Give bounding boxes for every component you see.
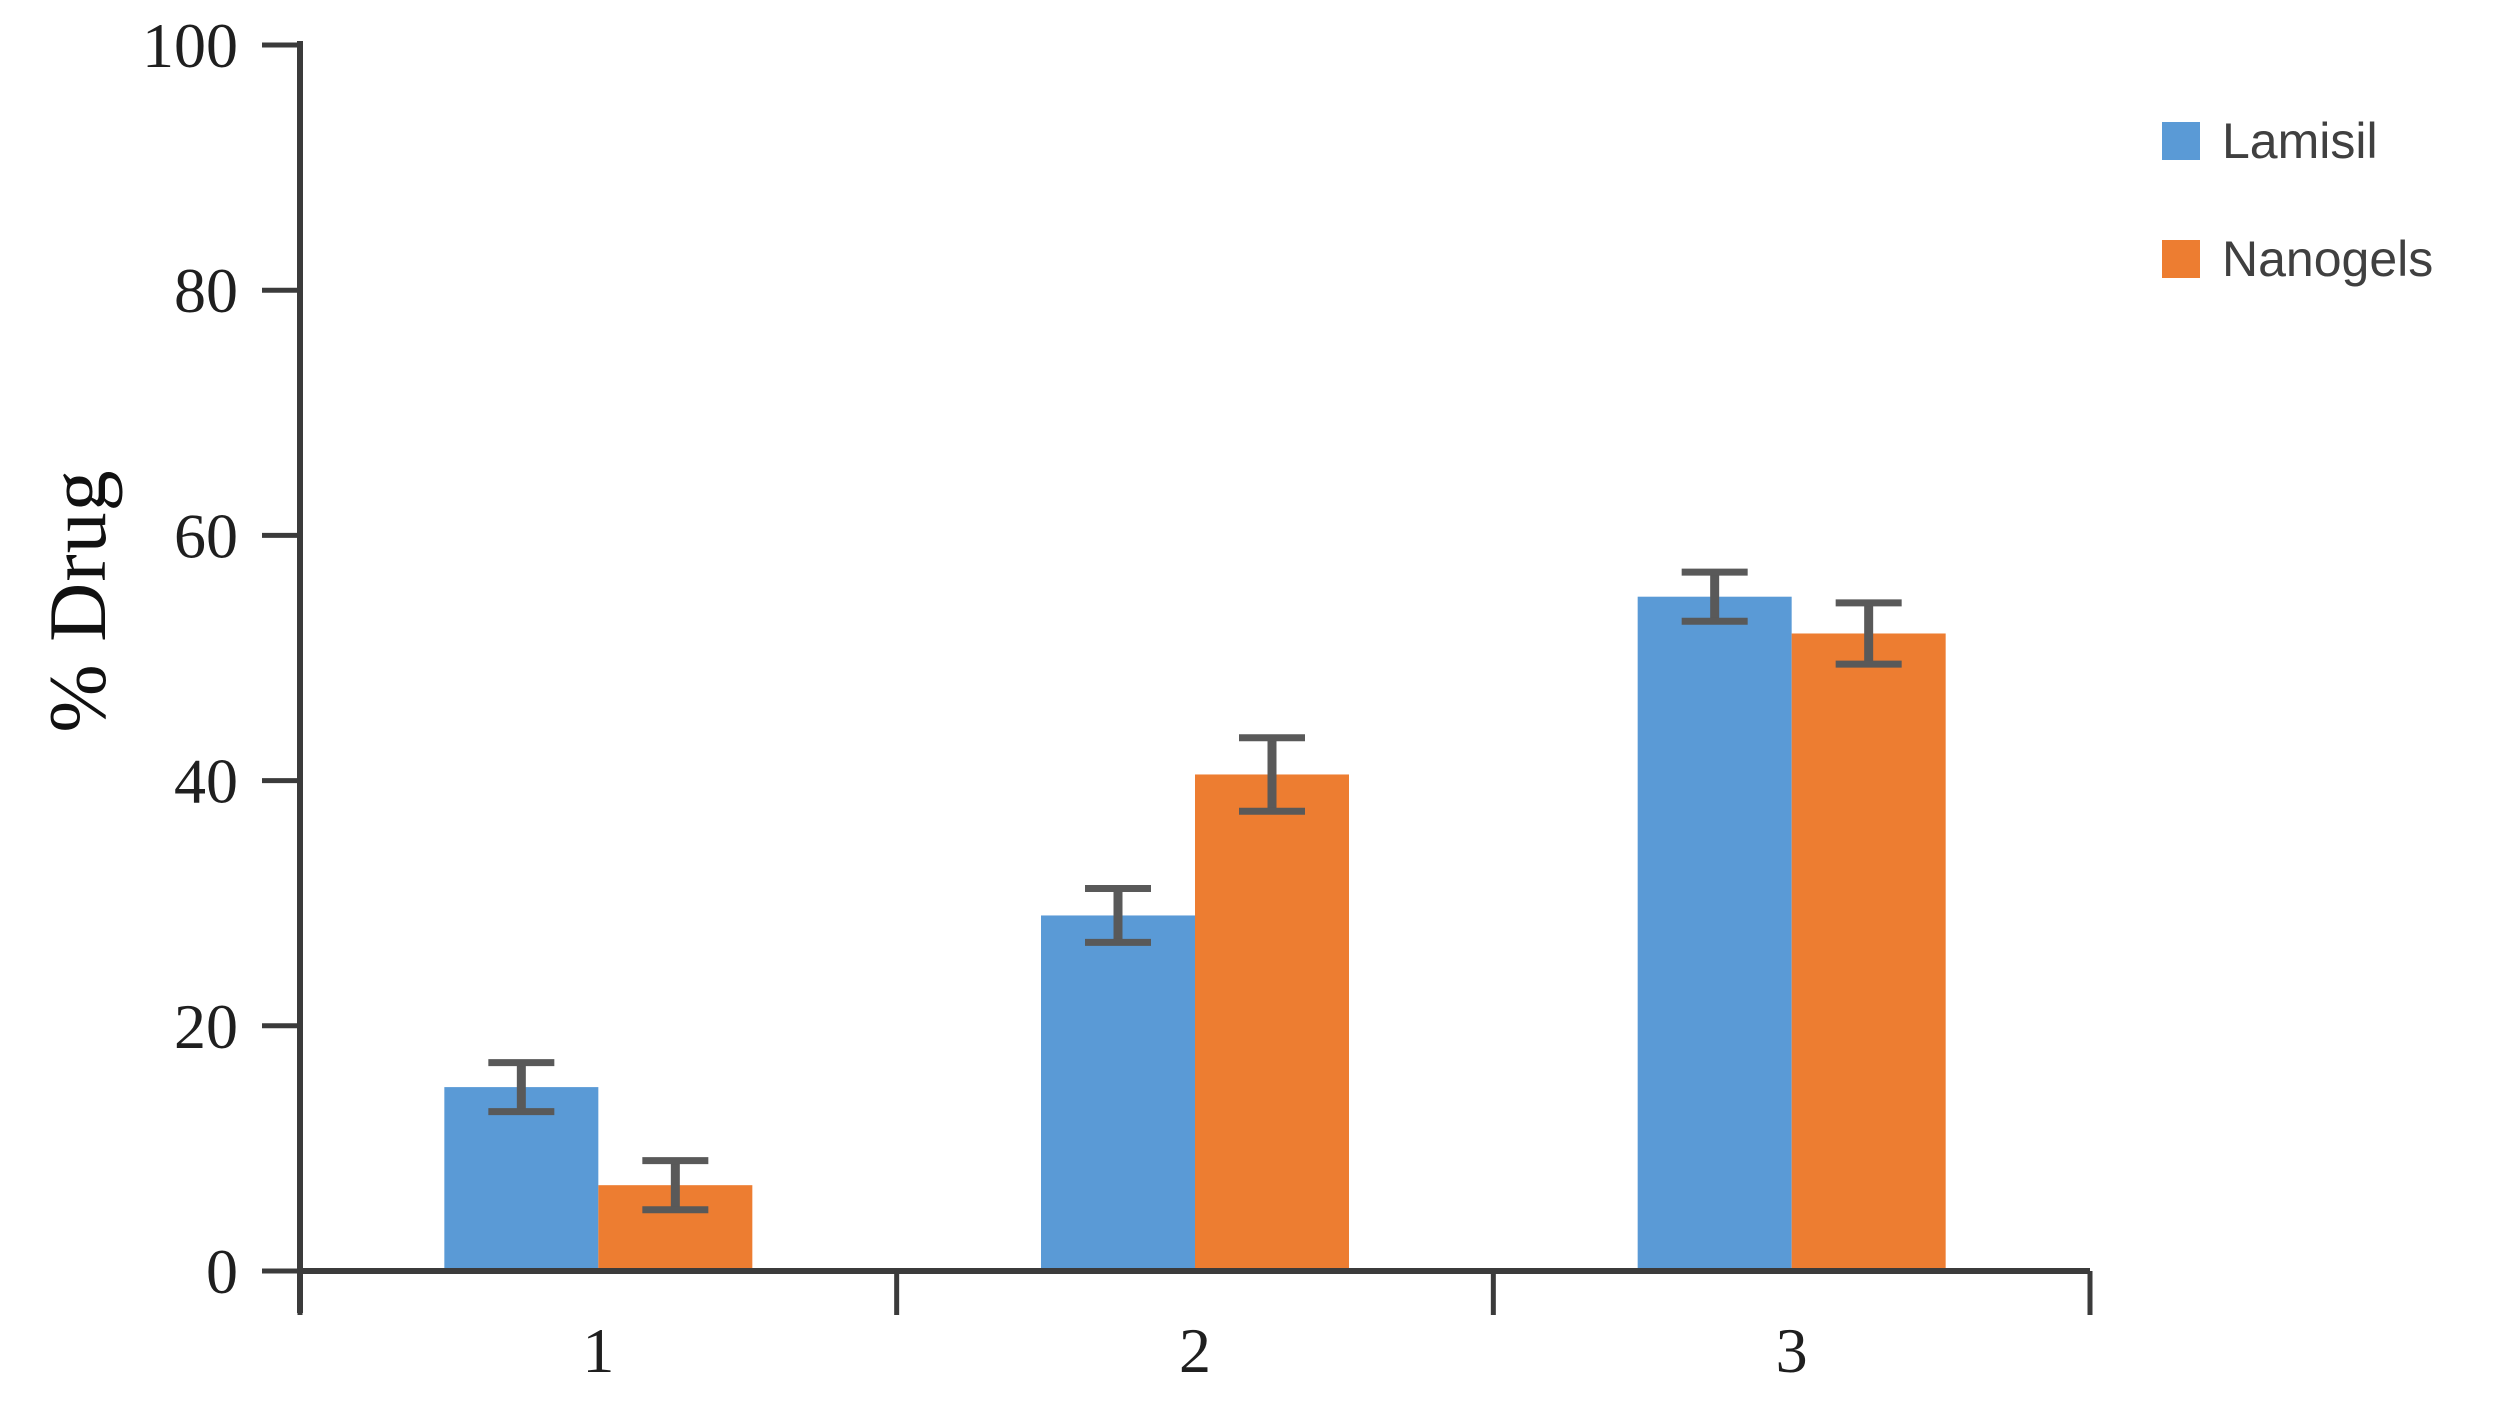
legend: Lamisil Nanogels (2162, 112, 2433, 288)
legend-item-nanogels: Nanogels (2162, 230, 2433, 288)
bar-nanogels-3 (1791, 633, 1946, 1271)
bar-lamisil-3 (1637, 596, 1792, 1271)
y-tick-label: 100 (142, 10, 238, 81)
y-tick-label: 0 (206, 1236, 238, 1307)
legend-item-lamisil: Lamisil (2162, 112, 2433, 170)
bar-nanogels-2 (1195, 774, 1349, 1271)
legend-label: Lamisil (2222, 113, 2378, 169)
legend-swatch-nanogels (2162, 240, 2200, 278)
y-tick-label: 60 (174, 500, 238, 571)
legend-label: Nanogels (2222, 231, 2434, 287)
x-category-label: 3 (1776, 1315, 1808, 1386)
bar-lamisil-2 (1041, 915, 1195, 1271)
x-category-label: 1 (582, 1315, 614, 1386)
y-tick-label: 20 (174, 991, 238, 1062)
y-tick-label: 40 (174, 746, 238, 817)
y-axis-title: % Drug (32, 469, 123, 733)
y-tick-label: 80 (174, 255, 238, 326)
bar-lamisil-1 (444, 1087, 599, 1271)
legend-swatch-lamisil (2162, 122, 2200, 160)
x-category-label: 2 (1179, 1315, 1211, 1386)
